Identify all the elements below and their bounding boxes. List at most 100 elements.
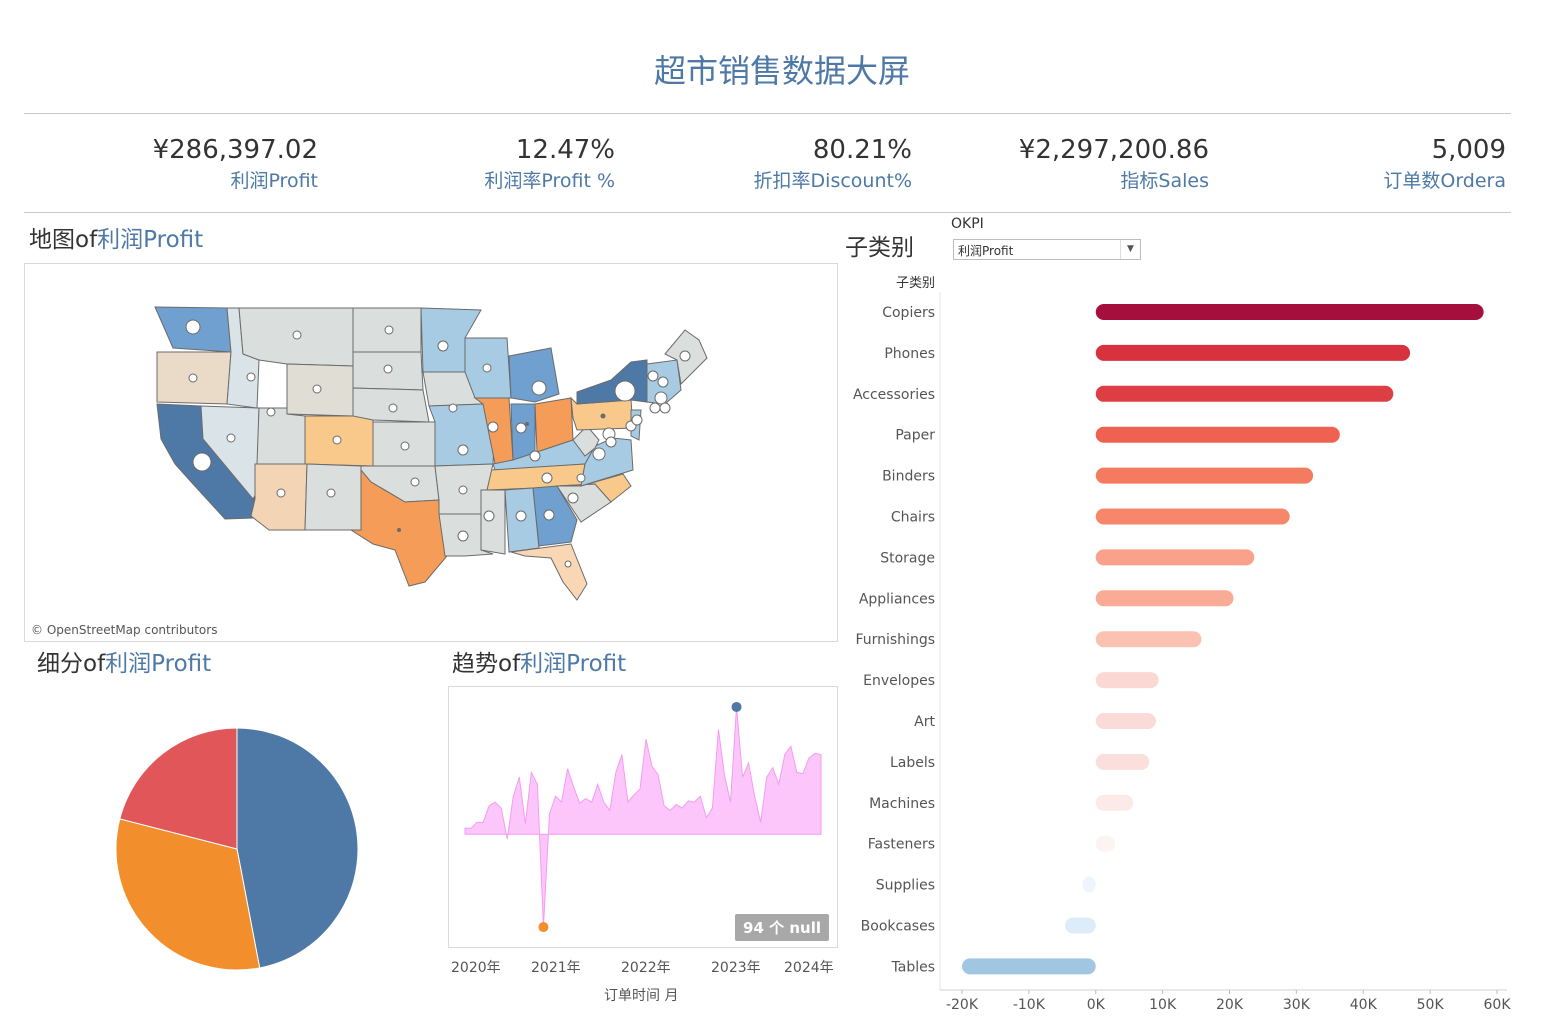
segment-pie-chart[interactable] <box>100 712 380 984</box>
bar-x-tick-label: -10K <box>1013 997 1046 1013</box>
map-dot <box>631 414 643 426</box>
map-dot <box>487 421 499 433</box>
bar-category-label: Appliances <box>859 591 935 607</box>
bar-category-label: Phones <box>884 346 935 362</box>
kpi-label: 利润率Profit % <box>484 170 615 192</box>
kpi-value: 12.47% <box>515 135 615 165</box>
bar-category-label: Storage <box>880 550 935 566</box>
bar-mark <box>1095 713 1156 729</box>
kpi-value: ¥286,397.02 <box>152 135 318 165</box>
map-dot <box>192 452 212 472</box>
kpi-value: 80.21% <box>812 135 912 165</box>
bar-category-label: Supplies <box>876 878 935 894</box>
chevron-down-icon[interactable]: ▼ <box>1120 240 1140 259</box>
kpi-profit: ¥286,397.02 利润Profit <box>18 134 318 196</box>
map-dot <box>576 473 586 483</box>
map-dot <box>647 370 659 382</box>
bar-mark <box>1082 876 1096 893</box>
kpi-value: ¥2,297,200.86 <box>1018 135 1209 165</box>
bar-category-label: Machines <box>869 796 935 812</box>
map-dot <box>410 477 420 487</box>
map-dot <box>226 433 236 443</box>
map-credit: © OpenStreetMap contributors <box>31 623 218 637</box>
bar-mark <box>1095 631 1202 648</box>
map-dot <box>448 403 458 413</box>
page-title: 超市销售数据大屏 <box>653 52 910 90</box>
segment-title-prefix: 细分of <box>37 651 106 677</box>
bar-x-tick-label: 60K <box>1484 997 1512 1013</box>
bar-x-tick-label: 50K <box>1417 997 1445 1013</box>
bar-category-label: Labels <box>890 755 935 771</box>
map-dot <box>292 330 302 340</box>
map-dot <box>185 319 201 335</box>
state-new-york <box>576 359 648 405</box>
trend-x-tick: 2022年 <box>621 960 671 976</box>
bar-mark <box>1095 590 1234 607</box>
bar-x-tick-label: 40K <box>1350 997 1378 1013</box>
map-dot <box>614 380 636 402</box>
segment-title: 细分of利润Profit <box>37 644 211 678</box>
pie-slice <box>115 818 261 971</box>
map-dot <box>483 510 495 522</box>
segment-title-measure: 利润Profit <box>105 651 212 677</box>
kpi-label: 订单数Ordera <box>1383 170 1506 192</box>
bar-category-label: Envelopes <box>863 673 935 689</box>
kpi-divider <box>24 212 1511 213</box>
map-dot <box>384 325 394 335</box>
bar-mark <box>1095 385 1394 402</box>
bar-row-header: 子类别 <box>895 276 935 291</box>
map-dot <box>515 422 527 434</box>
state-florida <box>510 543 588 601</box>
map-dot <box>679 350 691 362</box>
null-badge[interactable]: 94 个 null <box>735 914 829 941</box>
trend-x-axis-title: 订单时间 月 <box>604 988 679 1004</box>
trend-x-tick: 2020年 <box>451 960 501 976</box>
pie-slice <box>119 727 238 850</box>
map-dot <box>592 447 606 461</box>
us-map[interactable] <box>25 264 839 643</box>
map-dot-small <box>397 528 401 532</box>
bar-category-label: Paper <box>895 428 935 444</box>
bar-mark <box>1095 549 1255 566</box>
trend-area-chart[interactable] <box>449 687 839 949</box>
map-dot <box>457 530 469 542</box>
map-dot <box>564 560 572 568</box>
map-dot <box>531 380 547 396</box>
map-dot <box>605 436 617 448</box>
trend-panel[interactable]: 94 个 null <box>448 686 838 948</box>
subcategory-bar-chart[interactable]: Copiers Phones Accessories Paper Binders Chai… <box>840 292 1520 1022</box>
map-dot <box>437 340 449 352</box>
bar-mark <box>1095 426 1340 443</box>
bar-mark <box>1095 467 1314 484</box>
bar-mark <box>1095 672 1159 689</box>
map-dot <box>276 488 286 498</box>
trend-min-point <box>538 922 549 933</box>
trend-max-point <box>731 701 742 712</box>
okpi-dropdown-value: 利润Profit <box>958 244 1014 258</box>
map-dot <box>482 363 492 373</box>
bar-category-label: Furnishings <box>855 632 935 648</box>
map-dot <box>543 509 555 521</box>
okpi-dropdown[interactable]: 利润Profit ▼ <box>953 239 1141 260</box>
bar-x-tick-label: -20K <box>946 997 979 1013</box>
state-georgia <box>532 485 578 547</box>
trend-x-tick: 2021年 <box>531 960 581 976</box>
map-dot <box>458 485 468 495</box>
okpi-filter-label: OKPI <box>951 216 984 232</box>
bar-x-tick-label: 30K <box>1283 997 1311 1013</box>
bar-category-label: Accessories <box>853 387 935 403</box>
map-dot <box>654 391 668 405</box>
kpi-value: 5,009 <box>1431 135 1506 165</box>
kpi-sales: ¥2,297,200.86 指标Sales <box>909 134 1209 196</box>
trend-title: 趋势of利润Profit <box>452 644 626 678</box>
bar-category-label: Copiers <box>882 305 935 321</box>
map-dot <box>649 402 661 414</box>
map-panel[interactable]: © OpenStreetMap contributors <box>24 263 838 642</box>
bar-mark <box>1064 917 1096 934</box>
map-dot <box>567 492 579 504</box>
state-utah <box>256 407 306 465</box>
map-title: 地图of利润Profit <box>29 220 203 254</box>
map-dot <box>246 372 256 382</box>
bar-mark <box>1095 344 1411 361</box>
map-dot <box>388 403 398 413</box>
